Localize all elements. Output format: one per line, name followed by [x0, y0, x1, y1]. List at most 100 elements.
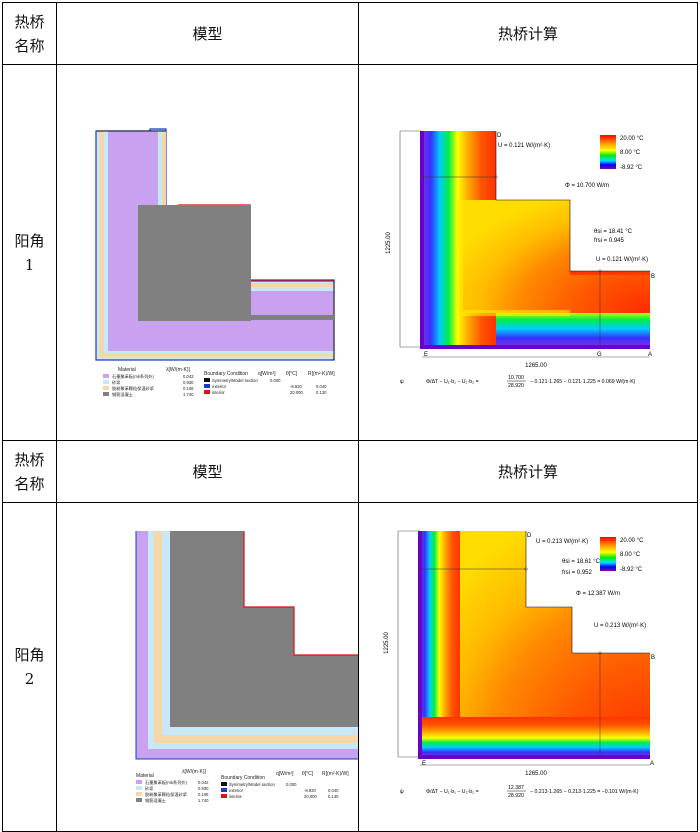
legend-mat-2: 砂浆: [145, 785, 154, 792]
header-name-line1: 热桥: [14, 12, 45, 31]
legend-mat-2-lambda: 0.930: [183, 380, 194, 385]
point-D: D: [527, 533, 532, 539]
bc-3: interior: [229, 794, 242, 799]
scale-max: 20.00 °C: [620, 136, 644, 142]
point-A: A: [650, 761, 654, 767]
bc-2-theta: -8.920: [304, 788, 317, 793]
formula-den: 28.920: [508, 383, 524, 389]
row2-name-line2: 2: [24, 670, 35, 688]
bc-1: Symmetry/Model section: [212, 378, 259, 383]
theta-si-label: θsi = 18.61 °C: [562, 559, 601, 565]
bc-swatch-2: [220, 788, 227, 792]
legend-lambda-header: λ[W/(m·K)]: [182, 769, 206, 775]
point-E: E: [424, 352, 428, 358]
exterior-boundary: [135, 531, 378, 760]
u-top-label: U = 0.213 W/(m²·K): [536, 539, 588, 545]
scale-max: 20.00 °C: [620, 538, 644, 544]
bc-1: Symmetry/Model section: [229, 782, 276, 787]
row2-temperature-field: 1225.00 1265.00 D B E A: [384, 530, 655, 799]
row2-calc-cell: 1225.00 1265.00 D B E A: [358, 502, 698, 832]
legend-mat-1-lambda: 0.042: [198, 780, 209, 785]
row1-temperature-field: 1225.00 1265.00 D B: [386, 130, 655, 389]
row2-name: 阳角 2: [1, 502, 58, 832]
header-name-line2: 名称: [14, 36, 45, 55]
formula-rest: − 0.121·1.265 − 0.121·1.225 = 0.069 W/(m…: [530, 379, 636, 385]
bc-swatch-1: [203, 378, 210, 382]
formula-lhs: ψ: [400, 379, 404, 385]
point-B: B: [651, 274, 655, 280]
legend-swatch-3: [102, 386, 109, 390]
u-right-label: U = 0.213 W/(m²·K): [594, 623, 646, 629]
legend-mat-2-lambda: 0.930: [198, 786, 209, 791]
row1-model-cell: Material λ[W/(m·K)] 石墨聚苯板(mk系列外) 0.042 砂…: [56, 64, 360, 441]
interior-outline: [525, 531, 650, 654]
field-hot-zone: [419, 531, 650, 757]
legend-swatch-4: [102, 392, 109, 396]
legend-mat-4-lambda: 1.740: [183, 392, 194, 397]
field-hot-zone: [459, 200, 650, 313]
legend-mat-1-lambda: 0.042: [183, 374, 194, 379]
formula-lhs: ψ: [400, 789, 404, 795]
scale-min: -8.92 °C: [620, 165, 643, 171]
legend-material-title: Material: [136, 773, 154, 779]
bc-3-theta: 20.000: [290, 390, 303, 395]
row2-name-line1: 阳角: [14, 646, 45, 664]
point-A: A: [648, 352, 652, 358]
dim-horizontal-label: 1265.00: [525, 363, 547, 369]
row2-model-cell: Material λ[W/(m·K)] 石墨聚苯板(mk系列外) 0.042 砂…: [56, 502, 378, 832]
scale-min: -8.92 °C: [620, 567, 643, 573]
legend-mat-3: 胶粉聚苯颗粒保温砂浆: [112, 385, 155, 392]
row1-name-line1: 阳角: [14, 231, 45, 250]
legend-mat-2: 砂浆: [112, 379, 121, 386]
formula-num: 10.700: [508, 375, 524, 381]
bc-2: exterior: [212, 384, 227, 389]
header2-bridge-name: 热桥 名称: [1, 440, 58, 503]
legend-bc-q: q[W/m²]: [258, 371, 276, 377]
row1-name: 阳角 1: [1, 64, 58, 441]
legend-mat-1: 石墨聚苯板(mk系列外): [145, 779, 187, 786]
legend-bc-theta: θ[°C]: [302, 771, 314, 777]
legend-swatch-1: [102, 374, 109, 378]
bc-3-r: 0.130: [328, 794, 339, 799]
concrete-block: [137, 205, 251, 321]
legend-bc-r: R[(m²·K)/W]: [322, 771, 349, 777]
header-bridge-name: 热桥 名称: [1, 2, 58, 65]
bc-2-r: 0.040: [328, 788, 339, 793]
legend-bc-r: R[(m²·K)/W]: [308, 371, 335, 377]
concrete-core: [169, 531, 378, 727]
bc-3-theta: 20.000: [304, 794, 317, 799]
legend-bc-title: Boundary Condition: [221, 775, 265, 781]
point-G: G: [597, 352, 602, 358]
bc-1-q: 0.000: [286, 782, 297, 787]
field-yellow-band: [456, 200, 570, 316]
header-calc: 热桥计算: [358, 2, 698, 65]
bc-2: exterior: [229, 788, 244, 793]
formula-num: 12.387: [508, 785, 524, 791]
legend-mat-3: 胶粉聚苯颗粒保温砂浆: [145, 791, 188, 798]
legend-swatch-2: [135, 786, 142, 790]
field-exterior-edge: [419, 131, 650, 349]
bc-2-r: 0.040: [316, 384, 327, 389]
theta-si-label: θsi = 18.41 °C: [594, 229, 633, 235]
legend-bc-theta: θ[°C]: [286, 371, 298, 377]
legend-bc-q: q[W/m²]: [276, 771, 294, 777]
header2-calc: 热桥计算: [358, 440, 698, 503]
legend-mat-4: 钢筋混凝土: [112, 391, 133, 398]
legend-material-title: Material: [118, 367, 136, 373]
formula-rest: − 0.213·1.265 − 0.213·1.225 = −0.101 W/(…: [530, 789, 639, 795]
scale-mid: 8.00 °C: [620, 552, 641, 558]
bc-1-q: 0.000: [270, 378, 281, 383]
legend-swatch-1: [135, 780, 142, 784]
header2-name-line1: 热桥: [14, 450, 45, 469]
bc-2-theta: -8.920: [290, 384, 303, 389]
legend-mat-3-lambda: 0.106: [198, 792, 209, 797]
legend-lambda-header: λ[W/(m·K)]: [166, 367, 190, 373]
field-exterior-edge: [417, 531, 650, 759]
bc-3: interior: [212, 390, 225, 395]
phi-label: Φ = 12.387 W/m: [576, 591, 620, 597]
row1-calc-cell: 1225.00 1265.00 D B: [358, 64, 698, 441]
formula-den: 28.920: [508, 793, 524, 799]
legend-swatch-3: [135, 792, 142, 796]
interior-boundary: [242, 531, 378, 656]
